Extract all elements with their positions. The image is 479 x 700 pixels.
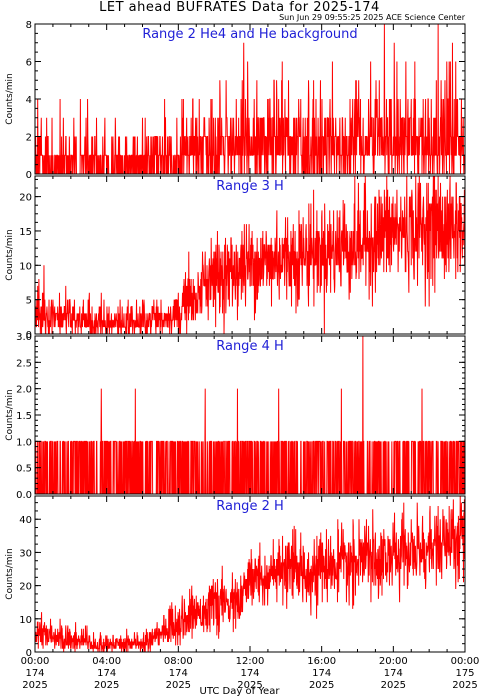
x-tick-label-year: 2025: [237, 680, 262, 691]
x-tick-label-day: 174: [25, 668, 44, 679]
panel-title-3: Range 4 H: [216, 339, 284, 354]
panel-title-4: Range 2 H: [216, 499, 284, 514]
x-tick-label-day: 174: [384, 668, 403, 679]
x-tick-label-day: 174: [240, 668, 259, 679]
y-tick-label: 30: [19, 548, 32, 559]
y-tick-label: 20: [19, 582, 32, 593]
timestamp: Sun Jun 29 09:55:25 2025 ACE Science Cen…: [279, 13, 465, 22]
panel-title-1: Range 2 He4 and He background: [142, 27, 357, 42]
y-tick-label: 2: [26, 133, 32, 144]
x-tick-label-time: 12:00: [236, 656, 265, 667]
y-tick-label: 15: [19, 227, 32, 238]
data-trace-2: [34, 175, 466, 335]
y-tick-label: 20: [19, 193, 32, 204]
x-tick-label-year: 2025: [166, 680, 191, 691]
panel-title-2: Range 3 H: [216, 179, 284, 194]
y-tick-label: 1.5: [16, 411, 32, 422]
y-tick-label: 0.5: [16, 464, 32, 475]
x-axis-label: UTC Day of Year: [199, 686, 280, 697]
y-tick-label: 5: [26, 296, 32, 307]
page-title: LET ahead BUFRATES Data for 2025-174: [99, 0, 380, 15]
x-tick-label-time: 04:00: [92, 656, 121, 667]
data-trace-4: [34, 495, 466, 653]
y-axis-label-2: Counts/min: [5, 229, 15, 280]
y-axis-label-3: Counts/min: [5, 389, 15, 440]
x-tick-label-time: 00:00: [21, 656, 50, 667]
y-axis-label-1: Counts/min: [5, 73, 15, 124]
x-tick-label-year: 2025: [94, 680, 119, 691]
y-tick-label: 40: [19, 515, 32, 526]
y-tick-label: 4: [26, 95, 32, 106]
x-tick-label-time: 16:00: [307, 656, 336, 667]
x-tick-label-time: 00:00: [451, 656, 479, 667]
y-tick-label: 2.5: [16, 358, 32, 369]
x-tick-label-year: 2025: [381, 680, 406, 691]
x-tick-label-time: 20:00: [379, 656, 408, 667]
x-tick-label-year: 2025: [22, 680, 47, 691]
y-tick-label: 0: [26, 648, 32, 659]
data-trace-1: [34, 23, 465, 175]
x-tick-label-day: 174: [312, 668, 331, 679]
x-tick-label-year: 2025: [452, 680, 477, 691]
y-tick-label: 2.0: [16, 385, 32, 396]
y-axis-label-4: Counts/min: [5, 548, 15, 599]
x-tick-label-time: 08:00: [164, 656, 193, 667]
x-tick-label-day: 175: [455, 668, 474, 679]
y-tick-label: 8: [26, 20, 32, 31]
y-tick-label: 0: [26, 170, 32, 181]
y-tick-label: 6: [26, 58, 32, 69]
y-tick-label: 0: [26, 330, 32, 341]
y-tick-label: 10: [19, 615, 32, 626]
y-tick-label: 3.0: [16, 332, 32, 343]
x-tick-label-day: 174: [169, 668, 188, 679]
y-tick-label: 10: [19, 261, 32, 272]
data-trace-3: [34, 335, 466, 495]
y-tick-label: 1.0: [16, 437, 32, 448]
x-tick-label-day: 174: [97, 668, 116, 679]
x-tick-label-year: 2025: [309, 680, 334, 691]
y-tick-label: 0.0: [16, 490, 32, 501]
